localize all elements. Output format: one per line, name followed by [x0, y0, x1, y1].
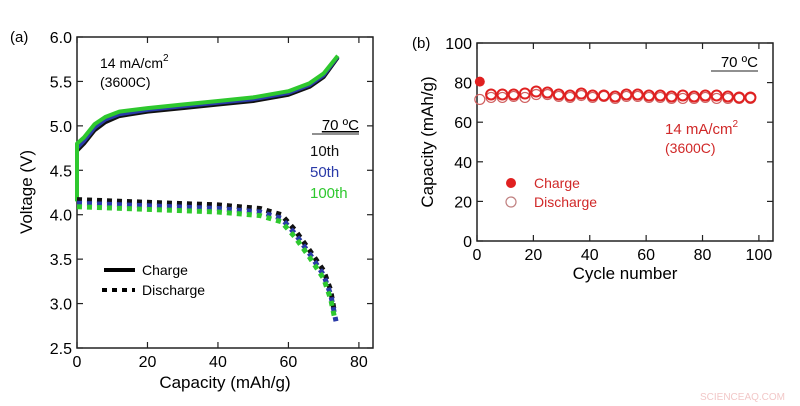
x-tick-label: 80 [694, 247, 712, 264]
x-tick-label: 0 [73, 354, 82, 371]
y-tick-label: 3.0 [50, 297, 72, 314]
charge-point [530, 85, 543, 98]
discharge-point [474, 93, 486, 106]
y-tick-label: 0 [463, 234, 472, 251]
charge-point [609, 90, 622, 103]
panel-b-ylabel: Capacity (mAh/g) [418, 76, 437, 207]
charge-point [496, 88, 509, 101]
y-tick-label: 100 [445, 36, 472, 53]
y-tick-label: 5.0 [50, 119, 72, 136]
panel-a: (a) 0 20 40 60 80 2.5 3.0 3.5 4.0 4.5 5.0 5.5 6.0 Ca… [10, 29, 374, 392]
charge-point [564, 89, 577, 102]
x-tick-label: 60 [280, 354, 298, 371]
charge-point [733, 91, 746, 104]
charge-point [541, 86, 554, 99]
charge-point [688, 90, 701, 103]
charge-point [507, 88, 520, 101]
x-tick-label: 80 [350, 354, 368, 371]
charge-point [721, 90, 734, 103]
charge-point [631, 88, 644, 101]
panel-b-temperature: 70 ºC [721, 54, 758, 71]
charge-point [586, 89, 599, 102]
series-line-50th-discharge [76, 200, 339, 322]
panel-a-xlabel: Capacity (mAh/g) [159, 373, 290, 392]
x-tick-label: 20 [139, 354, 157, 371]
charge-point [620, 88, 633, 101]
y-tick-label: 3.5 [50, 252, 72, 269]
x-tick-label: 0 [473, 247, 482, 264]
panel-a-rate-annotation: 14 mA/cm2 [100, 53, 169, 71]
y-tick-label: 40 [454, 155, 472, 172]
panel-a-ylabel: Voltage (V) [17, 150, 36, 234]
charge-point [597, 89, 610, 102]
legend-charge: Charge [142, 262, 188, 278]
charge-point [699, 89, 712, 102]
legend-discharge: Discharge [142, 282, 205, 298]
charge-point [710, 89, 723, 102]
series-line-100th-discharge [76, 204, 337, 317]
legend-charge: Charge [534, 175, 580, 191]
y-tick-label: 20 [454, 194, 472, 211]
watermark: SCIENCEAQ.COM [700, 392, 785, 403]
y-tick-label: 80 [454, 76, 472, 93]
charge-point [552, 88, 565, 101]
y-tick-label: 2.5 [50, 341, 72, 358]
series-line-100th-charge [75, 54, 340, 202]
legend-charge-marker [506, 178, 516, 188]
panel-b: (b) 0 20 40 60 80 100 0 20 40 60 80 100 Cycle numbe… [412, 35, 774, 283]
panel-b-xlabel: Cycle number [573, 264, 678, 283]
panel-b-rate-annotation: 14 mA/cm2 [665, 119, 739, 138]
charge-point [575, 87, 588, 100]
panel-b-ticks: 0 20 40 60 80 100 0 20 40 60 80 100 [445, 36, 773, 264]
y-tick-label: 5.5 [50, 74, 72, 91]
y-tick-label: 60 [454, 115, 472, 132]
x-tick-label: 40 [209, 354, 227, 371]
panel-b-series [474, 76, 757, 106]
y-tick-label: 4.5 [50, 163, 72, 180]
legend-discharge-marker [505, 196, 517, 208]
y-tick-label: 6.0 [50, 30, 72, 47]
y-tick-label: 4.0 [50, 208, 72, 225]
charge-point [485, 88, 498, 101]
panel-a-temperature: 70 ºC [322, 117, 359, 134]
legend-discharge: Discharge [534, 194, 597, 210]
panel-b-label: (b) [412, 35, 430, 52]
panel-a-series [75, 54, 340, 322]
charge-point [642, 89, 655, 102]
legend-10th: 10th [310, 143, 339, 160]
charge-point [518, 87, 531, 100]
x-tick-label: 100 [746, 247, 773, 264]
series-line-10th-discharge [76, 197, 337, 312]
charge-point [665, 90, 678, 103]
x-tick-label: 40 [581, 247, 599, 264]
legend-50th: 50th [310, 164, 339, 181]
x-tick-label: 60 [637, 247, 655, 264]
panel-a-ticks: 0 20 40 60 80 2.5 3.0 3.5 4.0 4.5 5.0 5.5 6.0 [50, 30, 373, 371]
charge-point [474, 76, 485, 87]
charge-point [654, 89, 667, 102]
legend-100th: 100th [310, 185, 348, 202]
panel-a-label: (a) [10, 29, 28, 46]
panel-a-c-annotation: (3600C) [100, 74, 151, 90]
panel-b-c-annotation: (3600C) [665, 140, 716, 156]
discharge-point [519, 91, 531, 104]
charge-point [676, 89, 689, 102]
panel-b-plot-frame [476, 42, 774, 242]
x-tick-label: 20 [524, 247, 542, 264]
charge-point [744, 91, 757, 104]
